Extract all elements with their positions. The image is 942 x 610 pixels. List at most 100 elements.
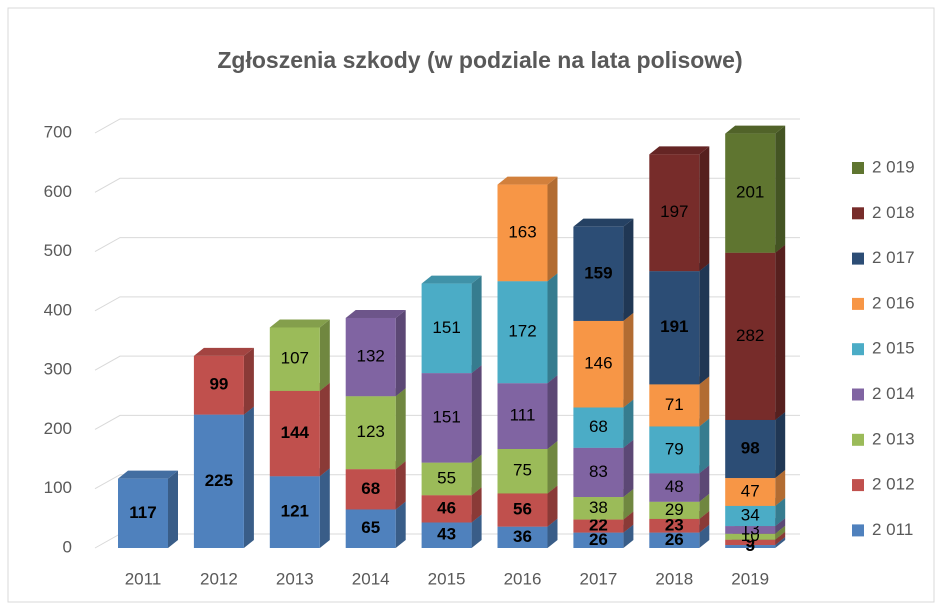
- bar-side: [471, 514, 482, 548]
- data-label: 26: [589, 530, 608, 549]
- legend-swatch: [852, 207, 864, 220]
- bar-side: [699, 146, 710, 272]
- y-tick-label: 600: [44, 182, 72, 201]
- bar-side: [395, 388, 406, 470]
- bar: [725, 419, 776, 479]
- bar-side: [775, 537, 786, 548]
- data-label: 144: [281, 423, 310, 442]
- bar: [421, 462, 472, 496]
- bar: [421, 495, 472, 523]
- x-tick-label: 2019: [731, 569, 769, 588]
- data-label: 83: [589, 462, 608, 481]
- grid-line: [94, 414, 800, 430]
- bar-side: [623, 312, 634, 408]
- bar-side: [243, 347, 254, 415]
- data-label: 26: [665, 530, 684, 549]
- grid-line: [94, 118, 800, 134]
- data-label: 47: [741, 481, 760, 500]
- bar-side: [547, 440, 558, 494]
- x-tick-label: 2015: [428, 569, 466, 588]
- bar: [421, 373, 472, 463]
- data-label: 159: [584, 263, 612, 282]
- data-label: 132: [357, 347, 385, 366]
- legend-label: 2 014: [872, 384, 915, 403]
- bar: [497, 281, 548, 384]
- legend-swatch: [852, 343, 864, 356]
- bar-side: [775, 125, 786, 253]
- data-label: 75: [513, 461, 532, 480]
- data-label: 68: [589, 417, 608, 436]
- bar-side: [547, 273, 558, 384]
- bar: [649, 501, 700, 519]
- bar-side: [168, 470, 178, 548]
- bar-side: [471, 487, 482, 523]
- bar-side: [395, 501, 406, 548]
- bar: [649, 154, 700, 272]
- data-label: 79: [665, 439, 684, 458]
- bar: [725, 133, 776, 253]
- bar-side: [319, 468, 330, 548]
- bar-side: [319, 382, 330, 477]
- bar: [573, 447, 624, 498]
- legend-swatch: [852, 252, 864, 265]
- bar: [269, 476, 320, 548]
- bar: [421, 522, 472, 548]
- bar-side: [471, 365, 482, 463]
- data-label: 36: [513, 527, 532, 546]
- bar-side: [775, 497, 786, 527]
- data-label: 99: [209, 375, 228, 394]
- data-label: 172: [508, 322, 536, 341]
- data-label: 111: [510, 406, 536, 425]
- y-tick-label: 200: [44, 419, 72, 438]
- data-label: 282: [736, 326, 764, 345]
- bar-side: [471, 454, 482, 496]
- legend-swatch: [852, 162, 864, 174]
- legend-label: 2 011: [872, 520, 913, 539]
- bar-side: [775, 244, 786, 420]
- y-tick-label: 500: [44, 241, 72, 260]
- data-label: 191: [660, 317, 688, 336]
- x-tick-label: 2012: [200, 569, 238, 588]
- bar-top: [118, 470, 178, 479]
- bar: [573, 532, 624, 548]
- data-label: 23: [665, 515, 684, 534]
- x-tick-label: 2017: [579, 569, 617, 588]
- bar: [345, 317, 396, 397]
- y-tick-label: 400: [44, 300, 72, 319]
- bar-side: [699, 493, 710, 519]
- bar: [725, 545, 776, 548]
- bar: [345, 396, 396, 470]
- data-label: 71: [665, 395, 684, 414]
- data-label: 65: [361, 518, 380, 537]
- bar: [269, 390, 320, 477]
- bar: [193, 355, 244, 415]
- bar-top: [193, 347, 254, 356]
- bar-side: [699, 263, 710, 385]
- data-label: 225: [205, 471, 233, 490]
- bar: [497, 184, 548, 282]
- chart-title: Zgłoszenia szkody (w podziale na lata po…: [217, 47, 742, 73]
- data-label: 56: [513, 500, 532, 519]
- bar-side: [775, 531, 786, 546]
- bar-side: [547, 518, 558, 548]
- data-label: 151: [432, 407, 460, 426]
- grid-line: [94, 296, 800, 312]
- data-label: 9: [745, 532, 754, 551]
- bar: [725, 539, 776, 546]
- legend-swatch: [852, 524, 864, 537]
- bar-top: [725, 125, 786, 134]
- data-label: 68: [361, 479, 380, 498]
- legend-swatch: [852, 297, 864, 310]
- bar: [269, 327, 320, 391]
- bar: [118, 478, 168, 548]
- legend-label: 2 016: [872, 293, 915, 312]
- x-tick-label: 2014: [352, 569, 390, 588]
- grid-line: [94, 177, 800, 193]
- data-label: 55: [437, 468, 456, 487]
- bar: [497, 526, 548, 548]
- bar: [345, 469, 396, 510]
- x-tick-label: 2013: [276, 569, 314, 588]
- bar: [725, 505, 776, 527]
- bar-top: [345, 309, 406, 318]
